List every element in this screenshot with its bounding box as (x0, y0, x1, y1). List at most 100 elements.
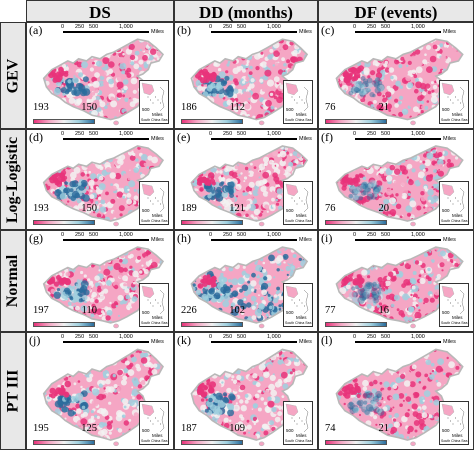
legend-min-value: 150 (81, 102, 97, 113)
scale-unit: Miles (443, 136, 456, 142)
scale-tick-label: 500 (237, 334, 247, 340)
scale-tick-label: 500 (381, 131, 391, 137)
legend-max-value: 193 (33, 203, 49, 214)
scale-tick-label: 0 (353, 131, 357, 137)
scale-tick-label: 500 (89, 131, 99, 137)
scale-tick-label: 0 (61, 131, 65, 137)
scale-tick-label: 0 (353, 334, 357, 340)
inset-scale-unit: Miles (296, 433, 307, 438)
scale-tick-label: 250 (367, 24, 377, 30)
row-header-gev: GEV (0, 22, 26, 129)
china-map (42, 348, 164, 447)
scale-segment (77, 31, 91, 33)
panel-label: (f) (321, 130, 333, 144)
legend-min-value: 150 (81, 203, 97, 214)
panel-label: (b) (177, 23, 191, 37)
panel-label: (j) (29, 333, 41, 347)
inset-scale-unit: Miles (296, 112, 307, 117)
map-panel-e: (e) 0 250 500 1,000 Miles 189 121 500 Miles South … (174, 129, 318, 230)
row-header-pt3: PT III (0, 332, 26, 450)
map-panel-i: (i) 0 250 500 1,000 Miles 77 16 500 Miles South Ch… (318, 230, 474, 332)
map-panel-d: (d) 0 250 500 1,000 Miles 193 150 500 Miles South … (26, 129, 174, 230)
inset-scale-unit: Miles (296, 213, 307, 218)
inset-scale-value: 500 (442, 208, 450, 213)
scale-unit: Miles (151, 237, 164, 243)
panel-label: (i) (321, 231, 333, 245)
scale-segment (211, 239, 225, 241)
scale-tick-label: 250 (75, 334, 85, 340)
legend-min-value: 102 (229, 305, 245, 316)
scale-segment (267, 341, 297, 343)
inset-scale-value: 500 (286, 208, 294, 213)
scale-tick-label: 0 (61, 24, 65, 30)
legend-min-value: 112 (229, 102, 245, 113)
color-legend: 74 21 (325, 423, 389, 445)
scale-tick-label: 0 (353, 24, 357, 30)
legend-min-value: 21 (378, 423, 390, 434)
inset-caption: South China Sea (141, 321, 168, 325)
china-outline (335, 348, 464, 441)
scale-bar: 0 250 500 1,000 Miles (353, 334, 456, 350)
inset-caption: South China Sea (285, 439, 312, 443)
inset-caption: South China Sea (285, 118, 312, 122)
legend-color-bar (181, 119, 243, 124)
panel-label: (h) (177, 231, 191, 245)
china-outline (190, 38, 309, 121)
panel-label: (c) (321, 23, 335, 37)
china-outline (42, 38, 165, 121)
map-panel-a: (a) 0 250 500 1,000 Miles 193 150 500 Miles South … (26, 22, 174, 129)
scale-unit: Miles (299, 339, 312, 345)
scale-tick-label: 1,000 (119, 232, 133, 238)
scale-segment (77, 138, 91, 140)
scale-segment (211, 31, 225, 33)
scale-tick-label: 500 (381, 232, 391, 238)
china-map (190, 348, 309, 447)
inset-caption: South China Sea (441, 118, 468, 122)
color-legend: 226 102 (181, 305, 245, 327)
scale-tick-label: 1,000 (119, 131, 133, 137)
scale-tick-label: 1,000 (411, 24, 425, 30)
scale-segment (383, 239, 411, 241)
scale-tick-label: 250 (75, 131, 85, 137)
inset-scale-value: 500 (286, 310, 294, 315)
scale-segment (267, 31, 297, 33)
scale-segment (119, 239, 149, 241)
legend-min-value: 16 (378, 305, 390, 316)
scale-tick-label: 1,000 (119, 334, 133, 340)
scale-bar: 0 250 500 1,000 Miles (209, 232, 312, 248)
scale-segment (225, 138, 239, 140)
china-outline (190, 348, 309, 441)
scale-segment (355, 138, 369, 140)
scale-tick-label: 1,000 (267, 232, 281, 238)
scale-tick-label: 0 (61, 232, 65, 238)
map-panel-c: (c) 0 250 500 1,000 Miles 76 21 500 Miles South Ch… (318, 22, 474, 129)
scale-segment (411, 31, 441, 33)
scale-tick-label: 500 (89, 24, 99, 30)
inset-scale-value: 500 (286, 107, 294, 112)
legend-color-bar (325, 220, 387, 225)
china-outline (335, 145, 464, 222)
scale-segment (63, 341, 77, 343)
scale-tick-label: 250 (223, 232, 233, 238)
scale-tick-label: 250 (223, 334, 233, 340)
scale-tick-label: 1,000 (411, 131, 425, 137)
map-panel-g: (g) 0 250 500 1,000 Miles 197 110 500 Miles South … (26, 230, 174, 332)
south-china-sea-inset: 500 Miles South China Sea (139, 80, 169, 124)
china-outline (190, 246, 309, 324)
scale-tick-label: 500 (381, 334, 391, 340)
color-legend: 189 121 (181, 203, 245, 225)
scale-bar: 0 250 500 1,000 Miles (353, 232, 456, 248)
inset-map (141, 285, 165, 315)
scale-tick-label: 500 (381, 24, 391, 30)
panel-label: (d) (29, 130, 43, 144)
scale-tick-label: 0 (61, 334, 65, 340)
inset-scale-value: 500 (142, 208, 150, 213)
legend-color-bar (33, 220, 95, 225)
row-header-log-logistic: Log-Logistic (0, 129, 26, 230)
scale-segment (411, 138, 441, 140)
china-outline (42, 348, 164, 441)
scale-segment (77, 341, 91, 343)
scale-tick-label: 0 (209, 131, 213, 137)
scale-tick-label: 500 (89, 334, 99, 340)
panel-label: (a) (29, 23, 43, 37)
